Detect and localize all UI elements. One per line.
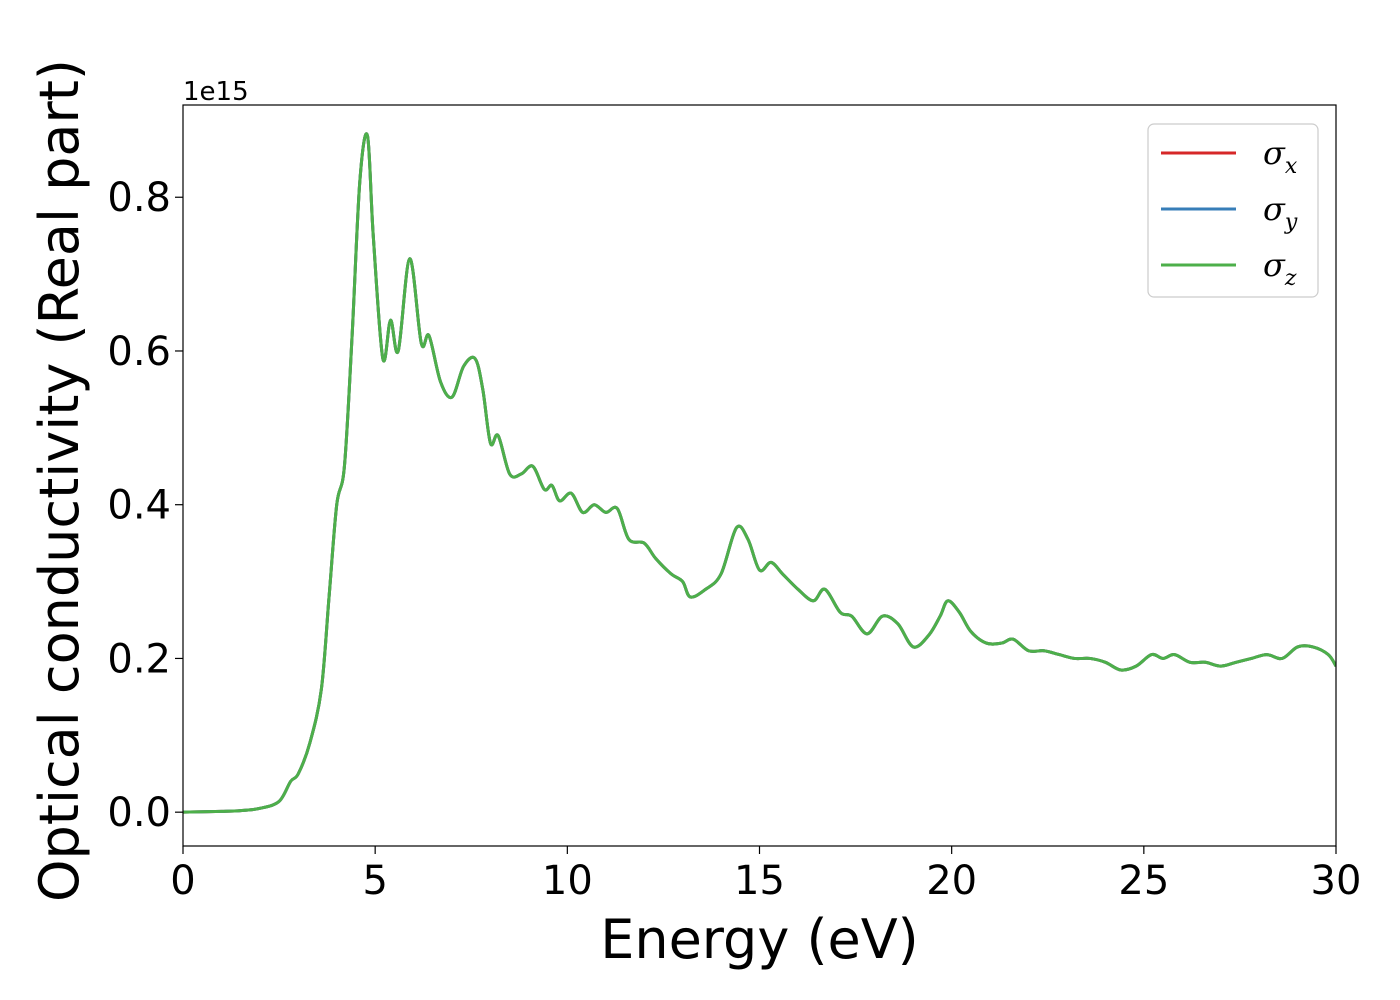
x-tick-label: 25 bbox=[1118, 858, 1169, 904]
y-tick-label: 0.6 bbox=[107, 329, 171, 375]
x-tick-label: 0 bbox=[170, 858, 195, 904]
legend-symbol: σ bbox=[1263, 190, 1286, 228]
legend-label-sigma-y: σy bbox=[1263, 190, 1298, 235]
legend-symbol: σ bbox=[1263, 134, 1286, 172]
y-tick-label: 0.0 bbox=[107, 790, 171, 836]
legend-label-sigma-x: σx bbox=[1263, 134, 1298, 179]
y-tick-label: 0.4 bbox=[107, 483, 171, 529]
y-tick-label: 0.2 bbox=[107, 636, 171, 682]
legend-label-sigma-z: σz bbox=[1263, 246, 1297, 291]
y-axis-ticks: 0.0 0.2 0.4 0.6 0.8 bbox=[107, 175, 183, 836]
y-axis-offset-text: 1e15 bbox=[183, 77, 249, 107]
legend-symbol: σ bbox=[1263, 246, 1286, 284]
y-tick-label: 0.8 bbox=[107, 175, 171, 221]
y-axis-label: Optical conductivity (Real part) bbox=[28, 59, 91, 902]
x-tick-label: 15 bbox=[734, 858, 785, 904]
x-tick-label: 10 bbox=[542, 858, 593, 904]
x-axis-label: Energy (eV) bbox=[600, 908, 919, 971]
x-tick-label: 5 bbox=[362, 858, 387, 904]
series-group bbox=[183, 132, 1336, 814]
x-axis-ticks: 0 5 10 15 20 25 30 bbox=[170, 846, 1361, 904]
legend-subscript: y bbox=[1284, 210, 1298, 235]
x-tick-label: 20 bbox=[926, 858, 977, 904]
series-line-sigma-z bbox=[183, 132, 1336, 814]
legend-subscript: z bbox=[1284, 266, 1297, 291]
legend-subscript: x bbox=[1285, 154, 1298, 179]
x-tick-label: 30 bbox=[1311, 858, 1362, 904]
